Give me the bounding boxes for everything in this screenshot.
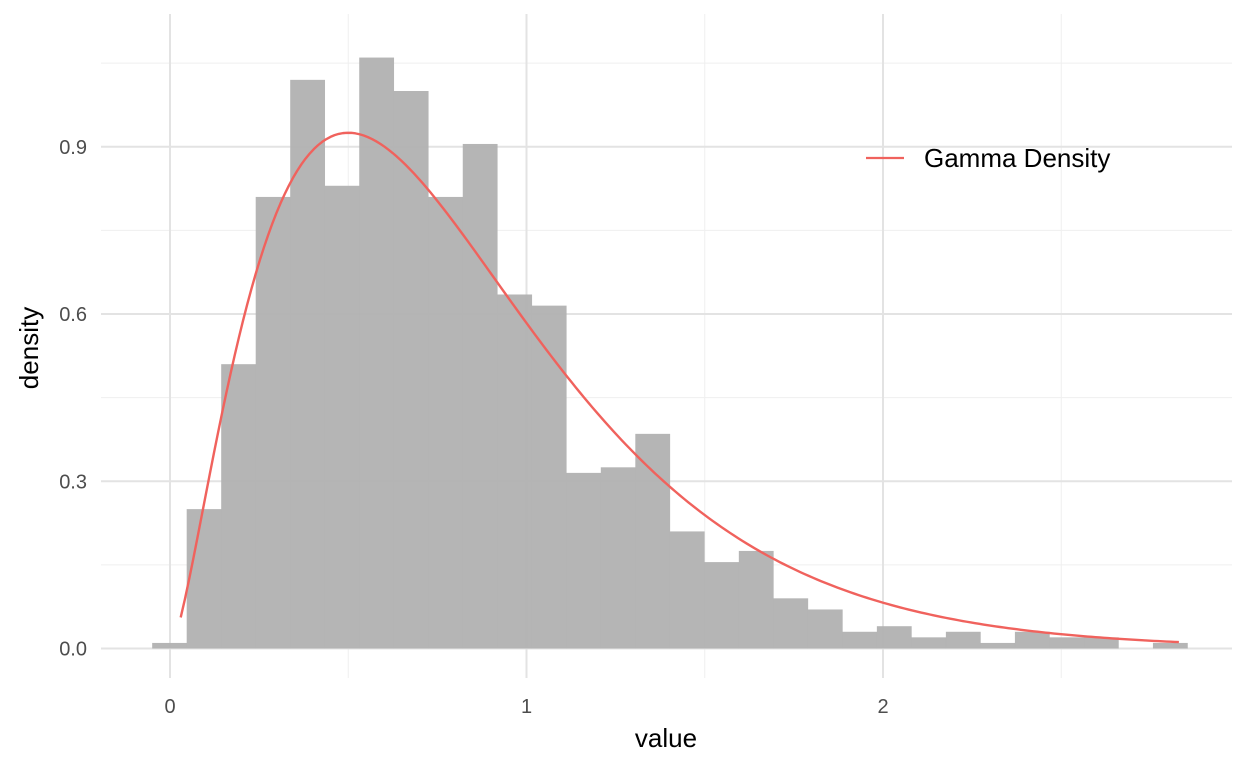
y-tick-label: 0.3 [59, 471, 87, 493]
histogram-bar [1014, 631, 1050, 649]
histogram-bar [531, 305, 567, 649]
histogram-bar [186, 509, 222, 649]
histogram-bar [566, 472, 602, 649]
histogram-bar [945, 631, 981, 649]
histogram-bar [738, 550, 774, 649]
histogram-bar [462, 143, 498, 649]
histogram-bar [152, 642, 187, 649]
histogram-bar [704, 562, 740, 649]
gamma-density-line [179, 131, 1179, 644]
histogram-bar [807, 609, 843, 649]
histogram-bar [842, 631, 878, 649]
histogram-bar [290, 79, 326, 649]
histogram-bar [876, 626, 912, 649]
histogram-bar [669, 531, 705, 649]
histogram-bar [324, 185, 360, 649]
histogram-bar [1049, 637, 1085, 649]
histogram-bar [980, 642, 1016, 649]
x-tick-label: 0 [164, 696, 175, 718]
histogram-bar [255, 196, 291, 649]
x-axis-ticks: 0 1 2 [164, 696, 888, 718]
histogram-bar [1152, 642, 1188, 649]
histogram-bar [221, 364, 257, 649]
y-axis-title: density [14, 307, 44, 389]
histogram-bar [773, 598, 809, 649]
histogram-bar [1083, 637, 1119, 649]
y-tick-label: 0.6 [59, 304, 87, 326]
histogram-bar [359, 57, 395, 649]
y-tick-label: 0.9 [59, 137, 87, 159]
histogram-bar [600, 467, 636, 649]
legend: Gamma Density [866, 143, 1110, 173]
histogram-bar [428, 196, 464, 649]
histogram-bar [393, 91, 429, 649]
density-curve-layer [179, 131, 1179, 644]
x-tick-label: 2 [877, 696, 888, 718]
x-axis-title: value [635, 723, 697, 753]
y-axis-ticks: 0.0 0.3 0.6 0.9 [59, 137, 87, 661]
histogram-bar [497, 294, 533, 649]
histogram-bars [152, 57, 1188, 649]
y-tick-label: 0.0 [59, 639, 87, 661]
histogram-bar [911, 637, 947, 649]
legend-label: Gamma Density [924, 143, 1110, 173]
x-tick-label: 1 [521, 696, 532, 718]
histogram-bar [635, 433, 671, 649]
